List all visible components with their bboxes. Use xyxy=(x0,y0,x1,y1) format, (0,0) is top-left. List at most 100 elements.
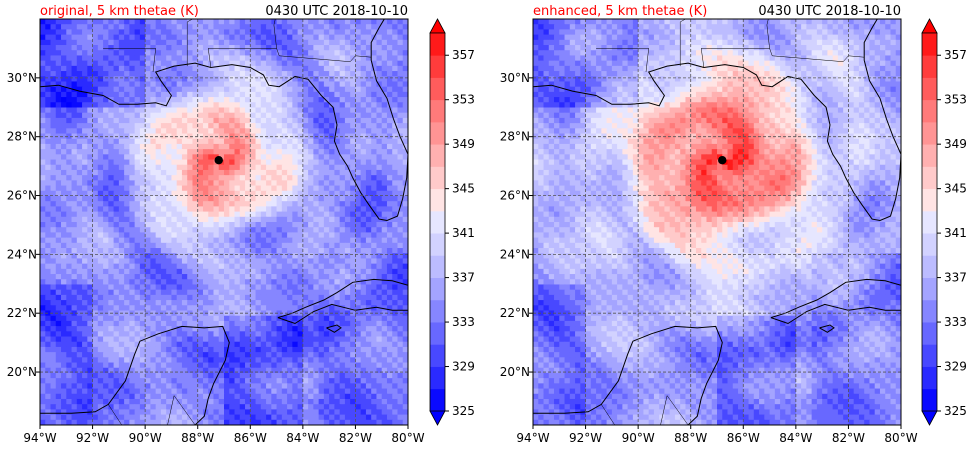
colorbar-tick-label: 333 xyxy=(944,315,967,329)
colorbar-segment xyxy=(430,344,445,367)
colorbar-segment xyxy=(430,77,445,101)
colorbar-segment xyxy=(922,188,937,212)
left-panel-time: 0430 UTC 2018-10-10 xyxy=(265,4,408,19)
colorbar-segment xyxy=(922,255,937,278)
colorbar-tick-label: 337 xyxy=(944,271,967,285)
left-panel: original, 5 km thetae (K) 0430 UTC 2018-… xyxy=(7,4,425,445)
colorbar-segment xyxy=(922,77,937,101)
y-tick-label: 20°N xyxy=(500,365,530,379)
coastline-cuba-south xyxy=(770,303,901,325)
state-border xyxy=(103,48,156,73)
y-tick-label: 24°N xyxy=(500,247,530,261)
state-border xyxy=(679,19,686,67)
colorbar-segment xyxy=(922,233,937,256)
x-tick-label: 92°W xyxy=(569,431,602,445)
x-tick-label: 86°W xyxy=(234,431,267,445)
gridlines xyxy=(40,19,408,425)
coastlines xyxy=(40,19,408,425)
right-map xyxy=(532,18,902,426)
colorbar-segment xyxy=(430,366,445,390)
coastline-cuba-north xyxy=(770,278,901,319)
colorbar-frame xyxy=(921,32,938,412)
colorbar-frame xyxy=(429,32,446,412)
state-border xyxy=(108,404,123,425)
state-border xyxy=(167,394,196,425)
colorbar-segment xyxy=(922,344,937,367)
state-border xyxy=(596,48,649,73)
state-border xyxy=(660,394,689,425)
coastline-cuba-north xyxy=(277,278,408,319)
left-axis-ticks: 94°W 92°W 90°W 88°W 86°W 84°W 82°W 80°W 20°N 22°N… xyxy=(7,71,425,445)
colorbar-tick-label: 341 xyxy=(452,226,475,240)
coastline-cuba-south xyxy=(277,303,408,325)
colorbar-segment xyxy=(922,99,937,123)
x-tick-label: 88°W xyxy=(674,431,707,445)
colorbar-segment xyxy=(430,144,445,167)
colorbar-segment xyxy=(922,322,937,345)
left-colorbar: 325 329 333 337 341 345 349 353 357 xyxy=(429,18,475,426)
coastline-yucatan xyxy=(40,325,230,425)
state-border xyxy=(186,19,193,67)
colorbar-tick-label: 325 xyxy=(944,404,967,418)
colorbar-tick-label: 357 xyxy=(944,48,967,62)
x-tick-label: 94°W xyxy=(516,431,549,445)
map-frame xyxy=(39,18,409,426)
y-tick-label: 20°N xyxy=(7,365,37,379)
right-panel-time: 0430 UTC 2018-10-10 xyxy=(758,4,901,19)
colorbar-segment xyxy=(922,210,937,234)
state-border xyxy=(601,404,616,425)
left-map xyxy=(39,18,409,426)
colorbar-tick-label: 341 xyxy=(944,226,967,240)
x-tick-label: 82°W xyxy=(339,431,372,445)
colorbar-tick-label: 329 xyxy=(452,360,475,374)
gridlines xyxy=(533,19,901,425)
colorbar-segment xyxy=(922,33,937,56)
colorbar-tick-label: 325 xyxy=(452,404,475,418)
x-tick-label: 80°W xyxy=(884,431,917,445)
colorbar-tick-label: 349 xyxy=(452,137,475,151)
colorbar-segment xyxy=(922,366,937,390)
y-tick-label: 30°N xyxy=(500,71,530,85)
left-panel-title: original, 5 km thetae (K) xyxy=(40,4,199,19)
y-tick-label: 26°N xyxy=(7,189,37,203)
y-tick-label: 28°N xyxy=(500,130,530,144)
colorbar-tick-label: 353 xyxy=(944,93,967,107)
right-axis-ticks: 94°W 92°W 90°W 88°W 86°W 84°W 82°W 80°W 20°N 22°N… xyxy=(500,71,918,445)
thetae-field xyxy=(533,19,901,425)
colorbar-segment xyxy=(430,233,445,256)
colorbar-segment xyxy=(430,166,445,190)
coastline-isla-juventud xyxy=(819,324,835,333)
colorbar-segment xyxy=(922,388,937,412)
y-tick-label: 24°N xyxy=(7,247,37,261)
colorbar-segment xyxy=(430,55,445,78)
x-tick-label: 90°W xyxy=(129,431,162,445)
colorbar-segment xyxy=(922,121,937,145)
colorbar-segment xyxy=(430,99,445,123)
right-colorbar: 325 329 333 337 341 345 349 353 357 xyxy=(921,18,967,426)
colorbar-tick-label: 345 xyxy=(452,182,475,196)
colorbar-segment xyxy=(922,299,937,323)
x-tick-label: 86°W xyxy=(727,431,760,445)
x-tick-label: 84°W xyxy=(286,431,319,445)
x-tick-label: 92°W xyxy=(76,431,109,445)
colorbar-segment xyxy=(430,322,445,345)
coastline-gulf xyxy=(40,19,408,222)
colorbar-segment xyxy=(430,299,445,323)
x-tick-label: 94°W xyxy=(23,431,56,445)
colorbar-tick-label: 349 xyxy=(944,137,967,151)
x-tick-label: 88°W xyxy=(181,431,214,445)
state-border xyxy=(276,48,372,62)
x-tick-label: 80°W xyxy=(391,431,424,445)
colorbar-extend-min xyxy=(429,410,446,426)
y-tick-label: 22°N xyxy=(500,306,530,320)
colorbar-tick-label: 353 xyxy=(452,93,475,107)
colorbar-tick-label: 337 xyxy=(452,271,475,285)
colorbar-segment xyxy=(430,33,445,56)
colorbar-segment xyxy=(430,255,445,278)
colorbar-tick-label: 357 xyxy=(452,48,475,62)
colorbar-extend-min xyxy=(921,410,938,426)
colorbar-tick-label: 345 xyxy=(944,182,967,196)
colorbar-segment xyxy=(922,166,937,190)
right-panel-title: enhanced, 5 km thetae (K) xyxy=(533,4,707,19)
